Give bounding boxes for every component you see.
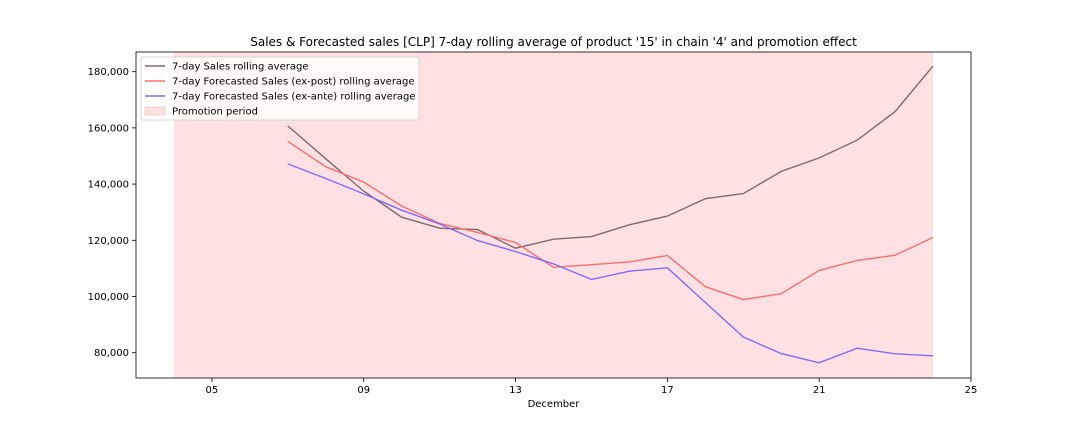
legend-label-1: 7-day Sales rolling average: [172, 62, 308, 73]
y-tick-label: 140,000: [88, 180, 129, 191]
y-tick-label: 180,000: [88, 67, 129, 78]
x-axis-label: December: [528, 399, 581, 410]
series-line-2: [287, 140, 934, 301]
legend-label-3: 7-day Forecasted Sales (ex-ante) rolling…: [172, 92, 416, 103]
y-tick-label: 120,000: [88, 236, 129, 247]
legend-box: [140, 56, 420, 121]
y-tick-label: 160,000: [88, 123, 129, 134]
legend: 7-day Sales rolling average 7-day Forecas…: [140, 56, 420, 121]
chart-title: Sales & Forecasted sales [CLP] 7-day rol…: [250, 35, 857, 49]
x-tick-label: 25: [965, 385, 978, 396]
y-tick-label: 100,000: [88, 292, 129, 303]
legend-swatch-promotion: [144, 106, 166, 116]
y-tick-label: 80,000: [94, 348, 129, 359]
x-tick-label: 21: [813, 385, 826, 396]
legend-label-2: 7-day Forecasted Sales (ex-post) rolling…: [172, 77, 415, 88]
plot-frame: [135, 51, 972, 379]
x-tick-label: 05: [206, 385, 219, 396]
x-tick-label: 13: [509, 385, 522, 396]
x-tick-label: 09: [357, 385, 370, 396]
legend-label-promotion: Promotion period: [172, 107, 258, 118]
series-line-3: [287, 163, 934, 364]
series-line-1: [287, 65, 934, 249]
x-tick-label: 17: [661, 385, 674, 396]
